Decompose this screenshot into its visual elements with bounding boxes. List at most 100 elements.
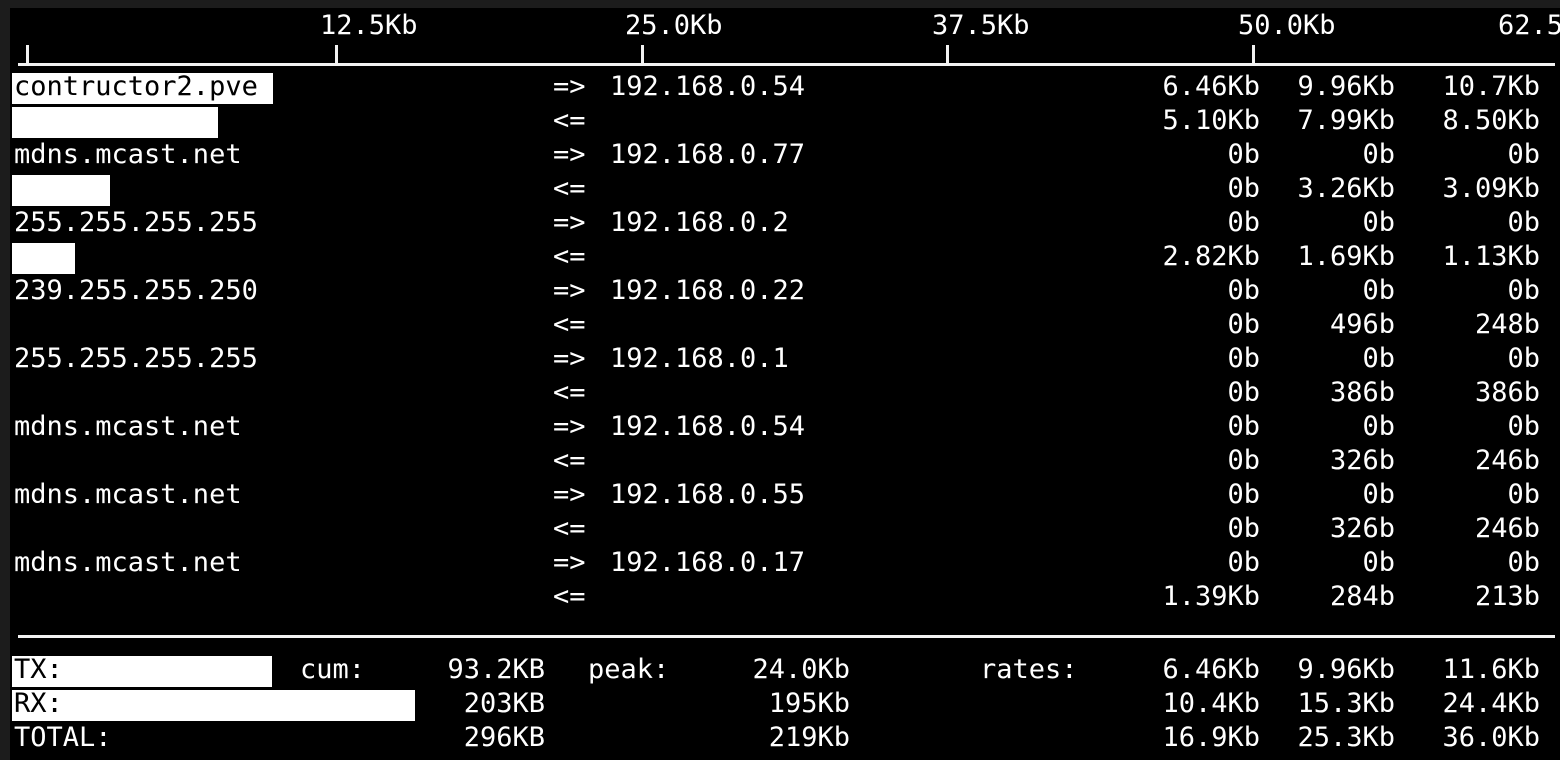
rx-rate-3: 8.50Kb	[1442, 105, 1540, 136]
summary-row: RX: 203KB 195Kb 10.4Kb 15.3Kb 24.4Kb	[10, 687, 1560, 721]
peak-value: 219Kb	[768, 722, 850, 753]
rate-value-1: 16.9Kb	[1162, 722, 1260, 753]
rate-value-2: 9.96Kb	[1297, 654, 1395, 685]
peak-value: 24.0Kb	[752, 654, 850, 685]
connection-list[interactable]: contructor2.pve => 192.168.0.54 6.46Kb 9.96K…	[10, 70, 1560, 625]
peer-address: 192.168.0.17	[610, 547, 806, 578]
rx-rate-1: 0b	[1227, 377, 1260, 408]
connection-rx-line: <= 0b 3.26Kb 3.09Kb	[10, 172, 1560, 206]
rx-rate-2: 386b	[1329, 377, 1395, 408]
cumulative-key: cum:	[300, 654, 366, 685]
tx-arrow-icon: =>	[553, 343, 586, 374]
tx-bar	[12, 73, 273, 104]
tx-arrow-icon: =>	[553, 411, 586, 442]
host-name: 239.255.255.250	[14, 275, 258, 306]
rx-arrow-icon: <=	[553, 445, 586, 476]
peer-address: 192.168.0.54	[610, 411, 806, 442]
tx-rate-3: 0b	[1507, 207, 1540, 238]
host-name: mdns.mcast.net	[14, 479, 242, 510]
peer-address: 192.168.0.2	[610, 207, 789, 238]
rx-arrow-icon: <=	[553, 581, 586, 612]
connection-tx-line: 255.255.255.255 => 192.168.0.1 0b 0b 0b	[10, 342, 1560, 376]
rx-rate-1: 2.82Kb	[1162, 241, 1260, 272]
tx-rate-1: 0b	[1227, 343, 1260, 374]
axis-tick-2	[946, 45, 949, 64]
host-name: mdns.mcast.net	[14, 547, 242, 578]
rx-rate-1: 1.39Kb	[1162, 581, 1260, 612]
rx-rate-3: 1.13Kb	[1442, 241, 1540, 272]
tx-rate-2: 0b	[1362, 139, 1395, 170]
table-row[interactable]: mdns.mcast.net => 192.168.0.55 0b 0b 0b <= 0b 32…	[10, 478, 1560, 546]
tx-rate-2: 0b	[1362, 207, 1395, 238]
summary-row: TX: cum: peak: rates: 93.2KB 24.0Kb 6.46Kb 9.96…	[10, 653, 1560, 687]
tx-rate-1: 0b	[1227, 275, 1260, 306]
terminal-viewport[interactable]: 12.5Kb 25.0Kb 37.5Kb 50.0Kb 62.5Kb contructo…	[10, 8, 1560, 760]
connection-rx-line: <= 2.82Kb 1.69Kb 1.13Kb	[10, 240, 1560, 274]
table-row[interactable]: mdns.mcast.net => 192.168.0.77 0b 0b 0b <= 0b 3.…	[10, 138, 1560, 206]
rx-rate-1: 0b	[1227, 513, 1260, 544]
peer-address: 192.168.0.55	[610, 479, 806, 510]
axis-tick-0	[335, 45, 338, 64]
table-row[interactable]: contructor2.pve => 192.168.0.54 6.46Kb 9.96K…	[10, 70, 1560, 138]
rx-arrow-icon: <=	[553, 105, 586, 136]
rx-rate-1: 0b	[1227, 309, 1260, 340]
connection-tx-line: mdns.mcast.net => 192.168.0.77 0b 0b 0b	[10, 138, 1560, 172]
rate-value-1: 6.46Kb	[1162, 654, 1260, 685]
table-row[interactable]: mdns.mcast.net => 192.168.0.54 0b 0b 0b <= 0b 32…	[10, 410, 1560, 478]
summary-label: TX:	[14, 654, 63, 685]
rx-rate-1: 5.10Kb	[1162, 105, 1260, 136]
peer-address: 192.168.0.22	[610, 275, 806, 306]
tx-rate-3: 0b	[1507, 275, 1540, 306]
tx-rate-2: 0b	[1362, 343, 1395, 374]
host-name: 255.255.255.255	[14, 343, 258, 374]
peer-address: 192.168.0.54	[610, 71, 806, 102]
tx-rate-1: 6.46Kb	[1162, 71, 1260, 102]
summary-footer: TX: cum: peak: rates: 93.2KB 24.0Kb 6.46Kb 9.96…	[10, 653, 1560, 758]
connection-tx-line: mdns.mcast.net => 192.168.0.54 0b 0b 0b	[10, 410, 1560, 444]
rx-rate-1: 0b	[1227, 445, 1260, 476]
tx-rate-3: 0b	[1507, 343, 1540, 374]
table-row[interactable]: 255.255.255.255 => 192.168.0.1 0b 0b 0b <= 0b 38…	[10, 342, 1560, 410]
rx-rate-2: 326b	[1329, 445, 1395, 476]
rx-arrow-icon: <=	[553, 173, 586, 204]
cumulative-value: 203KB	[463, 688, 545, 719]
axis-origin-tick	[26, 45, 29, 64]
tx-rate-1: 0b	[1227, 547, 1260, 578]
rx-arrow-icon: <=	[553, 309, 586, 340]
peer-address: 192.168.0.1	[610, 343, 789, 374]
cumulative-value: 296KB	[463, 722, 545, 753]
connection-tx-line: mdns.mcast.net => 192.168.0.55 0b 0b 0b	[10, 478, 1560, 512]
rx-bar	[12, 243, 75, 274]
tx-rate-2: 0b	[1362, 479, 1395, 510]
rx-rate-2: 496b	[1329, 309, 1395, 340]
tx-arrow-icon: =>	[553, 139, 586, 170]
table-row[interactable]: 255.255.255.255 => 192.168.0.2 0b 0b 0b <= 2.82…	[10, 206, 1560, 274]
peer-address: 192.168.0.77	[610, 139, 806, 170]
rx-rate-2: 7.99Kb	[1297, 105, 1395, 136]
rx-bar	[12, 175, 110, 206]
tx-arrow-icon: =>	[553, 547, 586, 578]
connection-tx-line: mdns.mcast.net => 192.168.0.17 0b 0b 0b	[10, 546, 1560, 580]
summary-bar	[12, 690, 415, 721]
rx-bar	[12, 107, 218, 138]
rx-rate-3: 246b	[1474, 513, 1540, 544]
rx-rate-3: 248b	[1474, 309, 1540, 340]
rx-rate-3: 386b	[1474, 377, 1540, 408]
table-row[interactable]: 239.255.255.250 => 192.168.0.22 0b 0b 0b <= 0b 4…	[10, 274, 1560, 342]
axis-tick-3	[1252, 45, 1255, 64]
connection-tx-line: 255.255.255.255 => 192.168.0.2 0b 0b 0b	[10, 206, 1560, 240]
connection-rx-line: <= 0b 496b 248b	[10, 308, 1560, 342]
host-name: mdns.mcast.net	[14, 139, 242, 170]
tx-rate-1: 0b	[1227, 139, 1260, 170]
tx-rate-1: 0b	[1227, 207, 1260, 238]
rate-value-2: 15.3Kb	[1297, 688, 1395, 719]
scale-label-4: 62.5Kb	[1498, 10, 1560, 41]
tx-rate-2: 0b	[1362, 411, 1395, 442]
rates-key: rates:	[980, 654, 1078, 685]
scale-label-1: 25.0Kb	[625, 10, 723, 41]
rate-value-1: 10.4Kb	[1162, 688, 1260, 719]
rx-rate-2: 326b	[1329, 513, 1395, 544]
table-row[interactable]: mdns.mcast.net => 192.168.0.17 0b 0b 0b <= 1.39…	[10, 546, 1560, 614]
rx-arrow-icon: <=	[553, 513, 586, 544]
